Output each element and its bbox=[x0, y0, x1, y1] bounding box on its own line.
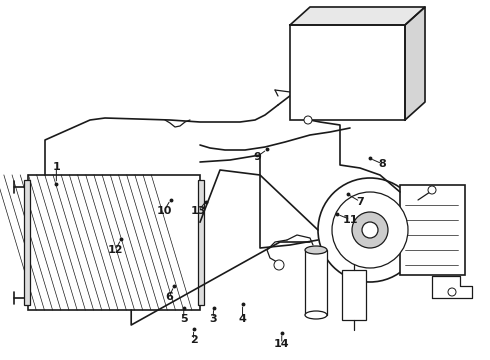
Circle shape bbox=[332, 192, 408, 268]
Ellipse shape bbox=[305, 311, 327, 319]
Text: 2: 2 bbox=[190, 335, 197, 345]
Text: 8: 8 bbox=[378, 159, 386, 169]
Circle shape bbox=[352, 212, 388, 248]
Bar bbox=[400, 185, 465, 275]
Text: 11: 11 bbox=[343, 215, 358, 225]
Polygon shape bbox=[405, 7, 425, 120]
Bar bbox=[198, 180, 204, 305]
Polygon shape bbox=[290, 7, 425, 25]
Ellipse shape bbox=[305, 246, 327, 254]
Circle shape bbox=[448, 288, 456, 296]
Text: 9: 9 bbox=[253, 152, 261, 162]
Bar bbox=[290, 25, 405, 120]
Text: 6: 6 bbox=[165, 292, 173, 302]
Circle shape bbox=[304, 116, 312, 124]
Bar bbox=[305, 250, 327, 315]
Text: 13: 13 bbox=[191, 206, 206, 216]
Text: 5: 5 bbox=[180, 314, 188, 324]
Circle shape bbox=[362, 222, 378, 238]
Circle shape bbox=[428, 186, 436, 194]
Bar bbox=[28, 175, 200, 310]
Text: 4: 4 bbox=[239, 314, 246, 324]
Text: 10: 10 bbox=[156, 206, 172, 216]
Text: 3: 3 bbox=[209, 314, 217, 324]
Bar bbox=[342, 270, 366, 320]
Text: 7: 7 bbox=[356, 197, 364, 207]
Bar bbox=[24, 180, 30, 305]
Circle shape bbox=[274, 260, 284, 270]
Text: 14: 14 bbox=[274, 339, 290, 349]
Circle shape bbox=[318, 178, 422, 282]
Text: 12: 12 bbox=[107, 245, 123, 255]
Text: 1: 1 bbox=[52, 162, 60, 172]
